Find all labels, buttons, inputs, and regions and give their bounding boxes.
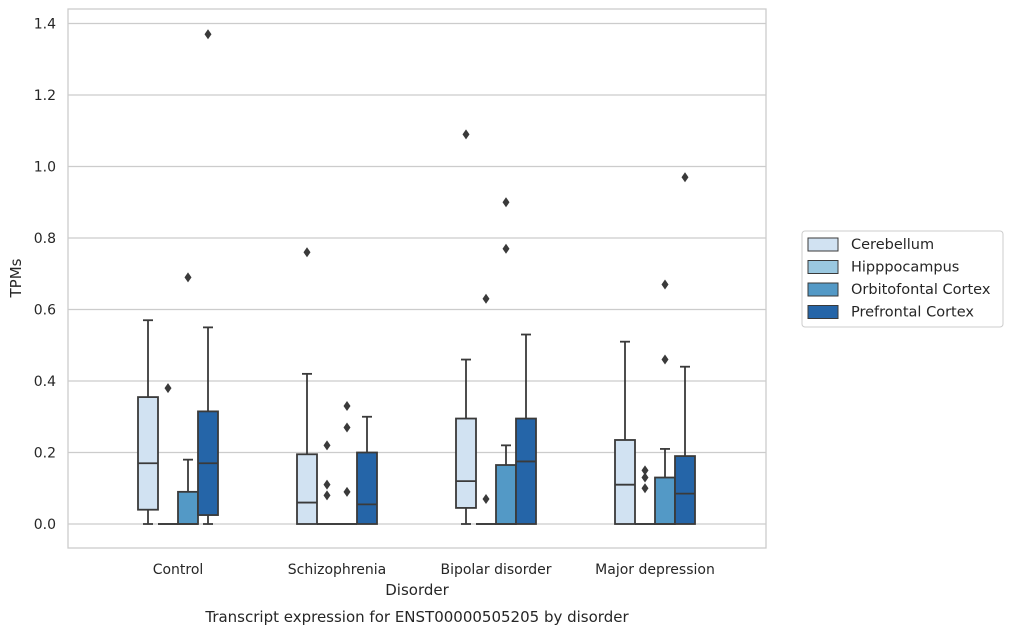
y-axis-title: TPMs bbox=[7, 258, 25, 298]
x-axis-title: Disorder bbox=[385, 581, 449, 599]
y-tick-label: 1.0 bbox=[34, 160, 56, 176]
legend-swatch bbox=[807, 260, 839, 274]
y-tick-label: 0.8 bbox=[34, 231, 56, 247]
outlier-point bbox=[641, 472, 649, 483]
outlier-point bbox=[502, 197, 510, 208]
box-body bbox=[356, 451, 378, 525]
box-3-2 bbox=[515, 333, 537, 525]
box-body bbox=[137, 396, 159, 511]
legend-swatch bbox=[807, 305, 839, 319]
box-body bbox=[495, 464, 517, 525]
box-1-0 bbox=[158, 383, 178, 525]
y-tick-label: 0.4 bbox=[34, 374, 56, 390]
box-2-3 bbox=[654, 279, 676, 525]
box-plot-marks bbox=[137, 29, 696, 525]
outlier-point bbox=[482, 493, 490, 504]
box-0-0 bbox=[137, 319, 159, 525]
legend-swatch bbox=[807, 282, 839, 297]
x-tick-labels: Control Schizophrenia Bipolar disorder Majo… bbox=[153, 562, 715, 578]
outlier-point bbox=[303, 247, 311, 258]
y-tick-label: 0.0 bbox=[34, 517, 56, 533]
legend-label: Cerebellum bbox=[851, 237, 934, 253]
box-body bbox=[515, 417, 537, 525]
legend-frame bbox=[801, 230, 1004, 328]
outlier-point bbox=[343, 486, 351, 497]
box-body bbox=[654, 476, 676, 525]
box-3-1 bbox=[356, 415, 378, 525]
outlier-point bbox=[184, 272, 192, 283]
chart-caption: Transcript expression for ENST0000050520… bbox=[204, 608, 629, 626]
box-3-3 bbox=[674, 172, 696, 525]
box-0-2 bbox=[455, 129, 477, 525]
box-3-0 bbox=[197, 29, 219, 525]
outlier-point bbox=[343, 422, 351, 433]
plot-frame bbox=[67, 8, 767, 549]
outlier-point bbox=[164, 383, 172, 394]
outlier-point bbox=[641, 465, 649, 476]
outlier-point bbox=[323, 490, 331, 501]
box-body bbox=[177, 490, 199, 525]
legend-label: Hipppocampus bbox=[851, 260, 959, 276]
outlier-point bbox=[641, 483, 649, 494]
y-tick-label: 0.6 bbox=[34, 303, 56, 319]
outlier-point bbox=[661, 354, 669, 365]
outlier-point bbox=[323, 440, 331, 451]
y-tick-labels: 0.0 0.2 0.4 0.6 0.8 1.0 1.2 1.4 bbox=[34, 17, 56, 534]
box-0-3 bbox=[614, 340, 636, 525]
legend: Cerebellum Hipppocampus Orbitofontal Corte… bbox=[801, 230, 1004, 328]
box-1-2 bbox=[476, 293, 496, 525]
x-tick-label: Schizophrenia bbox=[288, 562, 386, 578]
legend-label: Prefrontal Cortex bbox=[851, 305, 974, 321]
box-2-0 bbox=[177, 272, 199, 525]
x-tick-label: Major depression bbox=[595, 562, 715, 578]
box-1-1 bbox=[317, 440, 337, 525]
outlier-point bbox=[204, 29, 212, 40]
box-1-3 bbox=[635, 465, 655, 525]
y-tick-label: 0.2 bbox=[34, 446, 56, 462]
outlier-point bbox=[323, 479, 331, 490]
box-0-1 bbox=[296, 247, 318, 525]
box-body bbox=[674, 455, 696, 525]
outlier-point bbox=[343, 401, 351, 412]
y-tick-label: 1.4 bbox=[34, 17, 56, 33]
y-tick-label: 1.2 bbox=[34, 88, 56, 104]
outlier-point bbox=[661, 279, 669, 290]
legend-label: Orbitofontal Cortex bbox=[851, 282, 991, 298]
x-tick-label: Bipolar disorder bbox=[440, 562, 551, 578]
box-body bbox=[455, 417, 477, 509]
outlier-point bbox=[681, 172, 689, 183]
box-2-1 bbox=[337, 401, 357, 525]
outlier-point bbox=[502, 243, 510, 254]
box-2-2 bbox=[495, 197, 517, 525]
legend-swatch bbox=[807, 237, 839, 252]
outlier-point bbox=[462, 129, 470, 140]
gridlines bbox=[68, 22, 766, 525]
outlier-point bbox=[482, 293, 490, 304]
box-body bbox=[296, 453, 318, 525]
x-tick-label: Control bbox=[153, 562, 204, 578]
box-body bbox=[614, 439, 636, 525]
